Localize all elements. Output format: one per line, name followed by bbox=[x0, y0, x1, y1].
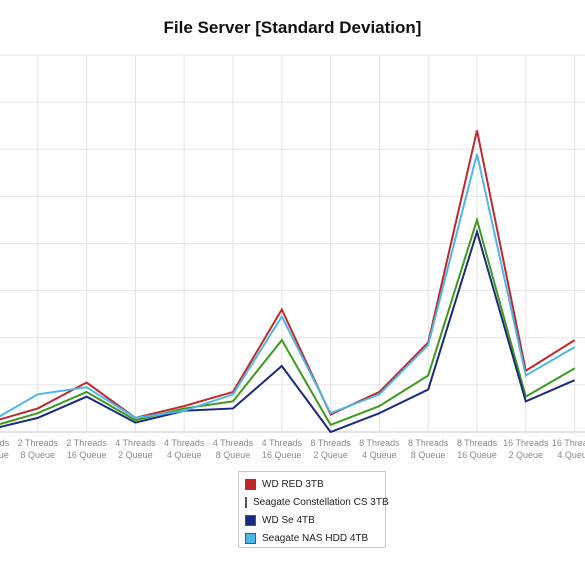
x-tick-label: 8 Threads bbox=[457, 438, 498, 448]
series-line bbox=[0, 216, 576, 427]
x-tick-label: 2 Queue bbox=[313, 450, 348, 460]
x-tick-label: 16 Queue bbox=[67, 450, 107, 460]
x-tick-label: 8 Queue bbox=[411, 450, 446, 460]
legend-swatch bbox=[245, 514, 256, 526]
legend-label: WD RED 3TB bbox=[262, 478, 324, 490]
legend-swatch bbox=[245, 478, 256, 490]
x-tick-label: 1 Threads bbox=[0, 438, 10, 448]
x-tick-label: 2 Queue bbox=[118, 450, 153, 460]
x-tick-label: 4 Threads bbox=[115, 438, 156, 448]
legend-item: WD Se 4TB bbox=[245, 511, 385, 529]
x-tick-label: 16 Threads bbox=[552, 438, 585, 448]
x-tick-label: 2 Threads bbox=[66, 438, 107, 448]
x-tick-label: 8 Threads bbox=[408, 438, 449, 448]
legend-swatch bbox=[245, 496, 247, 508]
grid bbox=[0, 54, 585, 433]
x-tick-label: 8 Threads bbox=[310, 438, 351, 448]
x-tick-label: 4 Threads bbox=[213, 438, 254, 448]
x-tick-label: 8 Queue bbox=[21, 450, 56, 460]
chart-title: File Server [Standard Deviation] bbox=[163, 18, 422, 37]
series-line bbox=[0, 228, 575, 434]
x-tick-label: 8 Queue bbox=[216, 450, 251, 460]
x-tick-label: 8 Threads bbox=[359, 438, 400, 448]
x-tick-label: 4 Threads bbox=[164, 438, 205, 448]
legend-item: Seagate Constellation CS 3TB bbox=[245, 493, 389, 511]
x-tick-label: 16 Queue bbox=[262, 450, 302, 460]
legend-label: WD Se 4TB bbox=[262, 514, 315, 526]
x-tick-label: 4 Queue bbox=[557, 450, 585, 460]
x-tick-label: 4 Threads bbox=[262, 438, 303, 448]
legend-item: WD RED 3TB bbox=[245, 475, 385, 493]
x-tick-label: 2 Threads bbox=[18, 438, 59, 448]
legend-swatch bbox=[245, 532, 256, 544]
series-line bbox=[0, 130, 576, 421]
legend-label: Seagate NAS HDD 4TB bbox=[262, 532, 369, 544]
x-tick-label: 4 Queue bbox=[362, 450, 397, 460]
series-line bbox=[0, 153, 576, 419]
x-tick-label: 16 Threads bbox=[503, 438, 549, 448]
series-lines bbox=[0, 130, 576, 434]
legend: WD RED 3TB Seagate Constellation CS 3TB WD… bbox=[238, 471, 389, 548]
x-tick-label: 4 Queue bbox=[167, 450, 202, 460]
x-axis-ticks: 1 Threads 16 Queue 2 Threads 8 Queue 2 Threa… bbox=[0, 438, 585, 460]
x-tick-label: 16 Queue bbox=[457, 450, 497, 460]
legend-label: Seagate Constellation CS 3TB bbox=[253, 496, 389, 508]
x-tick-label: 2 Queue bbox=[509, 450, 544, 460]
x-tick-label: 16 Queue bbox=[0, 450, 9, 460]
legend-item: Seagate NAS HDD 4TB bbox=[245, 529, 385, 547]
